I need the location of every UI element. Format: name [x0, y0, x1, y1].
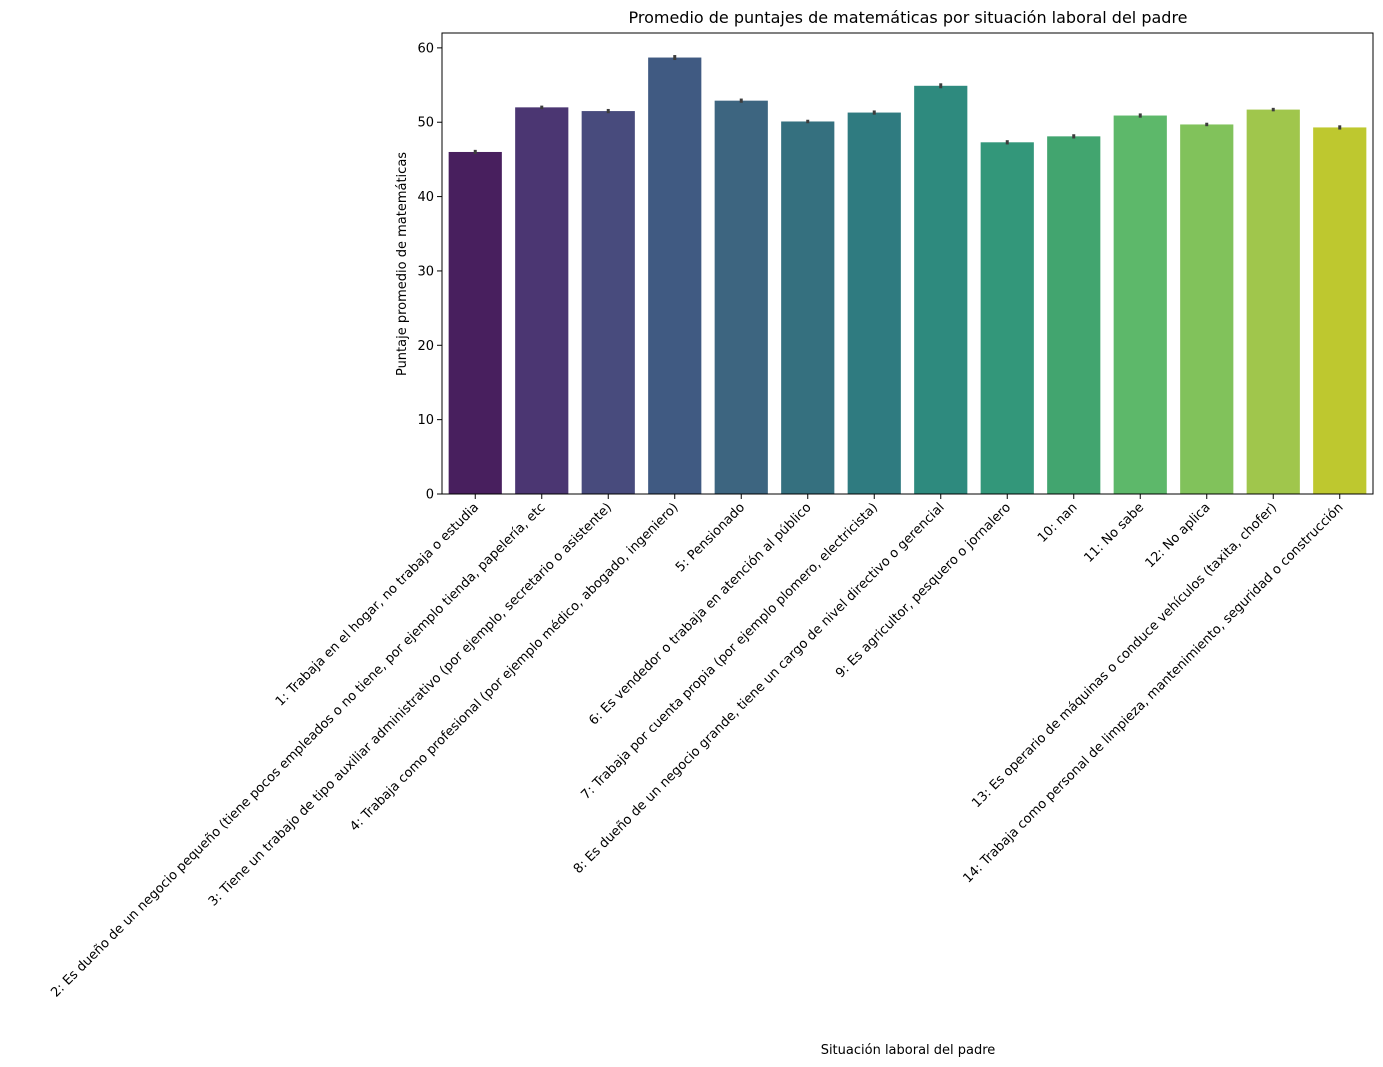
y-tick-label: 60: [417, 41, 434, 56]
bar-4: [648, 57, 702, 494]
x-axis-label: Situación laboral del padre: [821, 1043, 996, 1058]
x-tick-label: 10: nan: [1035, 500, 1081, 546]
bars: [448, 55, 1367, 495]
y-tick-label: 10: [417, 413, 434, 428]
bar-3: [581, 111, 635, 495]
bar-13: [1246, 109, 1300, 495]
x-tick-label: 4: Trabaja como profesional (por ejemplo…: [347, 500, 681, 834]
y-tick-label: 20: [417, 339, 434, 354]
x-tick-label: 11: No sabe: [1081, 500, 1147, 566]
y-axis: 0 10 20 30 40 50 60: [417, 41, 442, 503]
x-tick-label: 12: No aplica: [1143, 500, 1214, 571]
x-axis: 1: Trabaja en el hogar, no trabaja o est…: [48, 494, 1347, 1000]
y-tick-label: 0: [426, 488, 434, 503]
bar-6: [781, 121, 835, 494]
bar-2: [515, 107, 569, 495]
y-tick-label: 50: [417, 116, 434, 131]
x-tick-label: 5: Pensionado: [673, 500, 748, 575]
chart-title: Promedio de puntajes de matemáticas por …: [628, 8, 1187, 27]
y-tick-label: 30: [417, 264, 434, 279]
y-axis-label: Puntaje promedio de matemáticas: [395, 152, 410, 376]
x-tick-label: 13: Es operario de máquinas o conduce ve…: [969, 500, 1280, 811]
bar-1: [448, 151, 502, 494]
bar-9: [980, 142, 1034, 494]
x-tick-label: 7: Trabaja por cuenta propia (por ejempl…: [578, 500, 881, 803]
x-tick-label: 2: Es dueño de un negocio pequeño (tiene…: [48, 500, 548, 1000]
bar-11: [1113, 115, 1167, 494]
bar-8: [914, 85, 968, 495]
bar-12: [1180, 124, 1234, 494]
bar-7: [847, 112, 901, 494]
x-tick-label: 6: Es vendedor o trabaja en atención al …: [586, 500, 814, 728]
bar-14: [1313, 127, 1367, 494]
plot-frame: [441, 32, 1374, 495]
y-tick-label: 40: [417, 190, 434, 205]
bar-10: [1047, 136, 1101, 495]
bar-5: [714, 100, 768, 494]
